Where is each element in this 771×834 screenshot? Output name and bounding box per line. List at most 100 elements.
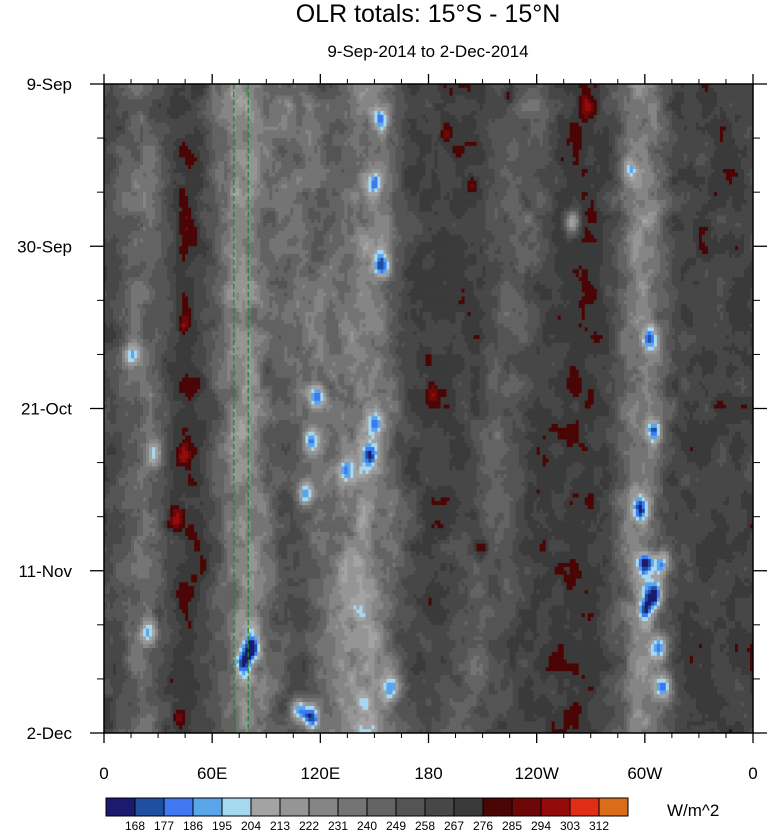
olr-cell bbox=[660, 103, 663, 107]
olr-cell bbox=[516, 96, 519, 100]
olr-cell bbox=[516, 103, 519, 107]
olr-cell bbox=[236, 88, 239, 92]
olr-cell bbox=[729, 99, 732, 103]
olr-cell bbox=[453, 92, 456, 96]
olr-cell bbox=[356, 96, 359, 100]
olr-cell bbox=[386, 96, 389, 100]
olr-cell bbox=[486, 96, 489, 100]
olr-cell bbox=[678, 99, 681, 103]
olr-cell bbox=[395, 96, 398, 100]
olr-cell bbox=[492, 88, 495, 92]
olr-cell bbox=[413, 88, 416, 92]
olr-cell bbox=[639, 92, 642, 96]
olr-cell bbox=[152, 96, 155, 100]
olr-cell bbox=[110, 92, 113, 96]
olr-cell bbox=[284, 92, 287, 96]
olr-cell bbox=[627, 96, 630, 100]
olr-cell bbox=[717, 96, 720, 100]
olr-cell bbox=[236, 92, 239, 96]
olr-cell bbox=[251, 96, 254, 100]
olr-cell bbox=[579, 92, 582, 96]
olr-cell bbox=[257, 103, 260, 107]
olr-cell bbox=[666, 103, 669, 107]
olr-cell bbox=[603, 92, 606, 96]
olr-cell bbox=[275, 103, 278, 107]
olr-cell bbox=[432, 96, 435, 100]
olr-cell bbox=[272, 88, 275, 92]
olr-cell bbox=[116, 92, 119, 96]
olr-cell bbox=[125, 103, 128, 107]
olr-cell bbox=[624, 99, 627, 103]
olr-cell bbox=[287, 103, 290, 107]
olr-cell bbox=[741, 96, 744, 100]
olr-cell bbox=[257, 99, 260, 103]
olr-cell bbox=[501, 99, 504, 103]
olr-cell bbox=[209, 99, 212, 103]
olr-cell bbox=[537, 103, 540, 107]
olr-cell bbox=[432, 99, 435, 103]
olr-cell bbox=[567, 96, 570, 100]
olr-cell bbox=[305, 96, 308, 100]
olr-cell bbox=[137, 92, 140, 96]
olr-cell bbox=[131, 88, 134, 92]
olr-cell bbox=[483, 99, 486, 103]
olr-cell bbox=[227, 99, 230, 103]
olr-cell bbox=[410, 99, 413, 103]
olr-cell bbox=[173, 88, 176, 92]
olr-cell bbox=[525, 99, 528, 103]
olr-cell bbox=[338, 92, 341, 96]
olr-cell bbox=[167, 99, 170, 103]
olr-cell bbox=[404, 99, 407, 103]
olr-cell bbox=[657, 88, 660, 92]
olr-cell bbox=[380, 99, 383, 103]
olr-cell bbox=[696, 103, 699, 107]
olr-cell bbox=[251, 103, 254, 107]
olr-cell bbox=[555, 96, 558, 100]
olr-cell bbox=[203, 96, 206, 100]
olr-cell bbox=[167, 96, 170, 100]
olr-cell bbox=[645, 96, 648, 100]
olr-cell bbox=[549, 88, 552, 92]
olr-cell bbox=[483, 103, 486, 107]
olr-cell bbox=[495, 96, 498, 100]
olr-cell bbox=[344, 92, 347, 96]
olr-cell bbox=[182, 99, 185, 103]
olr-cell bbox=[206, 92, 209, 96]
olr-cell bbox=[708, 96, 711, 100]
olr-cell bbox=[134, 103, 137, 107]
olr-cell bbox=[540, 99, 543, 103]
olr-cell bbox=[528, 88, 531, 92]
olr-cell bbox=[125, 99, 128, 103]
olr-cell bbox=[173, 103, 176, 107]
olr-cell bbox=[726, 92, 729, 96]
olr-cell bbox=[516, 88, 519, 92]
olr-cell bbox=[152, 92, 155, 96]
olr-cell bbox=[531, 92, 534, 96]
olr-cell bbox=[711, 88, 714, 92]
olr-cell bbox=[176, 88, 179, 92]
olr-cell bbox=[323, 92, 326, 96]
olr-cell bbox=[239, 96, 242, 100]
olr-cell bbox=[395, 92, 398, 96]
olr-cell bbox=[215, 96, 218, 100]
olr-cell bbox=[323, 96, 326, 100]
olr-cell bbox=[732, 99, 735, 103]
olr-cell bbox=[702, 99, 705, 103]
olr-cell bbox=[429, 99, 432, 103]
olr-cell bbox=[122, 103, 125, 107]
olr-cell bbox=[359, 88, 362, 92]
olr-cell bbox=[170, 99, 173, 103]
olr-cell bbox=[278, 96, 281, 100]
olr-cell bbox=[672, 92, 675, 96]
olr-cell bbox=[738, 88, 741, 92]
olr-cell bbox=[681, 92, 684, 96]
olr-cell bbox=[585, 103, 588, 107]
olr-cell bbox=[365, 92, 368, 96]
olr-cell bbox=[675, 103, 678, 107]
olr-contour-field bbox=[104, 84, 753, 733]
olr-cell bbox=[714, 92, 717, 96]
olr-cell bbox=[119, 88, 122, 92]
olr-cell bbox=[392, 99, 395, 103]
olr-cell bbox=[341, 99, 344, 103]
olr-cell bbox=[636, 103, 639, 107]
